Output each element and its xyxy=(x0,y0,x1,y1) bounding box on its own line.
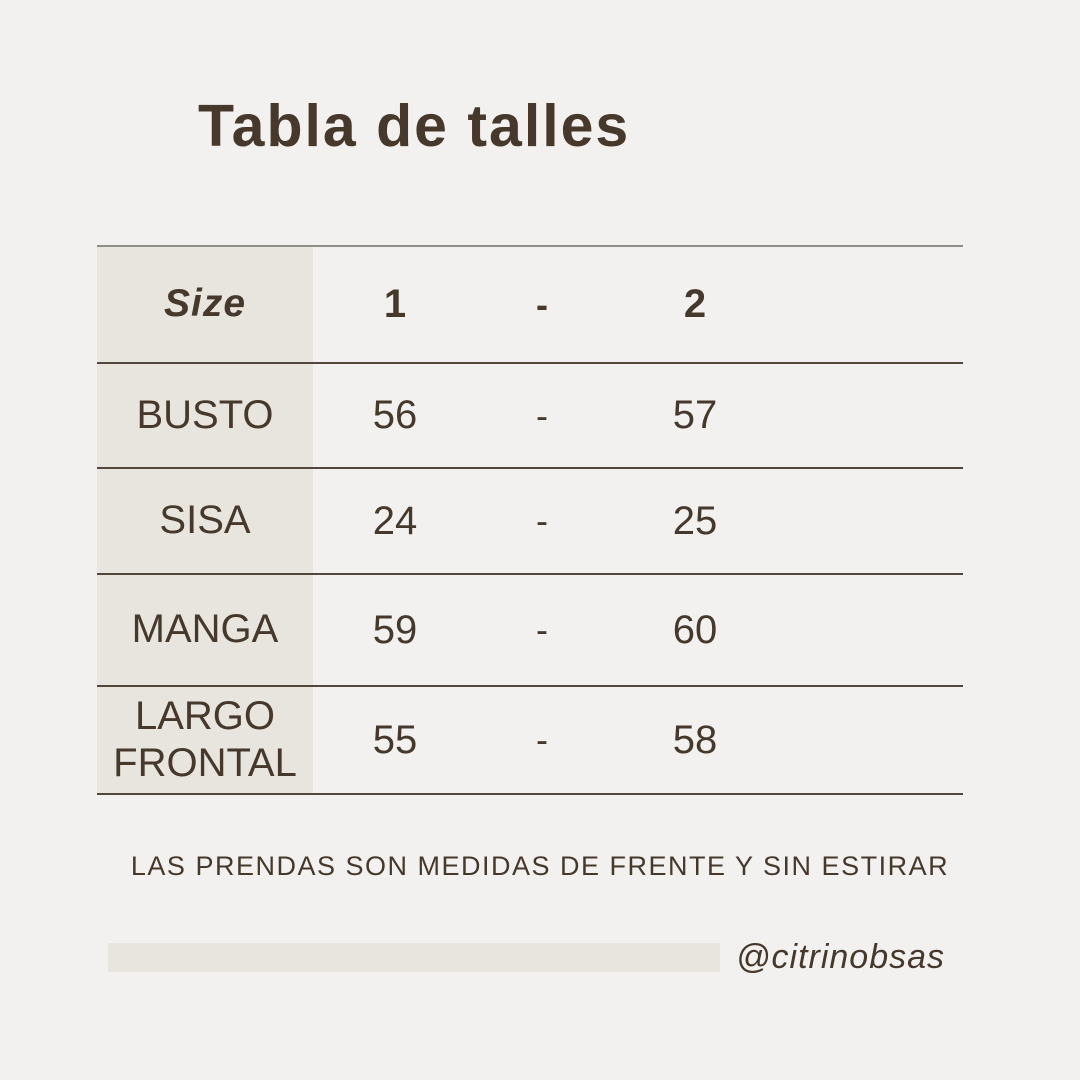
table-row-sisa: SISA 24 - 25 xyxy=(97,469,963,575)
footer-bar xyxy=(108,943,720,972)
header-separator: - xyxy=(536,283,548,325)
row-value-1: 56 xyxy=(372,393,418,437)
row-value-1: 24 xyxy=(372,498,418,543)
row-value-2: 25 xyxy=(672,498,718,543)
row-filler xyxy=(783,364,963,467)
size-table: Size 1 - 2 BUSTO 56 - 57 SISA 24 - 25 MA… xyxy=(97,245,963,795)
header-size-2: 2 xyxy=(683,282,707,326)
header-size-1: 1 xyxy=(383,282,407,326)
table-row-largo-frontal: LARGO FRONTAL 55 - 58 xyxy=(97,687,963,795)
row-separator: - xyxy=(536,609,548,650)
row-separator: - xyxy=(536,719,548,760)
row-value-2: 57 xyxy=(672,393,718,437)
row-value-1: 55 xyxy=(372,717,418,762)
row-filler xyxy=(783,575,963,685)
measurement-note: LAS PRENDAS SON MEDIDAS DE FRENTE Y SIN … xyxy=(130,851,950,881)
instagram-handle: @citrinobsas xyxy=(736,938,946,976)
row-value-2: 58 xyxy=(672,717,718,762)
row-value-1: 59 xyxy=(372,607,418,652)
row-filler xyxy=(783,687,963,793)
row-label: MANGA xyxy=(97,575,313,685)
table-header-row: Size 1 - 2 xyxy=(97,247,963,364)
row-separator: - xyxy=(536,500,548,541)
table-row-busto: BUSTO 56 - 57 xyxy=(97,364,963,469)
row-label: SISA xyxy=(97,469,313,573)
header-size-label: Size xyxy=(97,247,313,362)
table-row-manga: MANGA 59 - 60 xyxy=(97,575,963,687)
header-filler xyxy=(783,247,963,362)
row-value-2: 60 xyxy=(672,607,718,652)
row-filler xyxy=(783,469,963,573)
row-separator: - xyxy=(536,394,548,436)
row-label: BUSTO xyxy=(97,364,313,467)
page-title: Tabla de talles xyxy=(198,93,631,159)
row-label: LARGO FRONTAL xyxy=(97,687,313,793)
